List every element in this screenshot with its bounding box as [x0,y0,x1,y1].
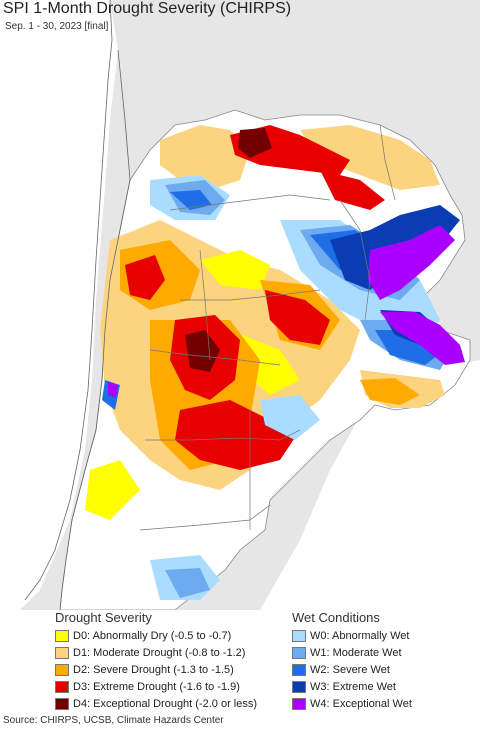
d1-swatch [55,646,69,659]
w0-swatch [292,629,306,642]
legend-label: W1: Moderate Wet [310,646,402,659]
legend-item-w3: W3: Extreme Wet [292,678,396,695]
legend-item-d1: D1: Moderate Drought (-0.8 to -1.2) [55,644,245,661]
legend: Drought Severity Wet Conditions D0: Abno… [0,610,480,710]
w4-swatch [292,697,306,710]
drought-legend-title: Drought Severity [55,610,152,625]
legend-label: D2: Severe Drought (-1.3 to -1.5) [73,663,234,676]
map-title: SPI 1-Month Drought Severity (CHIRPS) [3,0,292,17]
legend-item-w0: W0: Abnormally Wet [292,627,409,644]
d3-swatch [55,680,69,693]
d0-swatch [55,629,69,642]
legend-label: W3: Extreme Wet [310,680,396,693]
legend-label: D4: Exceptional Drought (-2.0 or less) [73,697,258,710]
w1-swatch [292,646,306,659]
source-note: Source: CHIRPS, UCSB, Climate Hazards Ce… [3,715,224,726]
legend-item-d0: D0: Abnormally Dry (-0.5 to -0.7) [55,627,231,644]
legend-label: W0: Abnormally Wet [310,629,410,642]
legend-item-w2: W2: Severe Wet [292,661,390,678]
legend-item-d2: D2: Severe Drought (-1.3 to -1.5) [55,661,234,678]
legend-label: W2: Severe Wet [310,663,390,676]
legend-label: D0: Abnormally Dry (-0.5 to -0.7) [73,629,232,642]
d4-swatch [55,697,69,710]
legend-label: W4: Exceptional Wet [310,697,412,710]
w2-swatch [292,663,306,676]
legend-label: D1: Moderate Drought (-0.8 to -1.2) [73,646,246,659]
w3-swatch [292,680,306,693]
legend-label: D3: Extreme Drought (-1.6 to -1.9) [73,680,240,693]
legend-item-w1: W1: Moderate Wet [292,644,402,661]
legend-item-d4: D4: Exceptional Drought (-2.0 or less) [55,695,257,712]
wet-legend-title: Wet Conditions [292,610,380,625]
d2-swatch [55,663,69,676]
map-subtitle: Sep. 1 - 30, 2023 [final] [5,21,109,32]
legend-item-d3: D3: Extreme Drought (-1.6 to -1.9) [55,678,240,695]
drought-map [0,0,480,610]
legend-item-w4: W4: Exceptional Wet [292,695,412,712]
